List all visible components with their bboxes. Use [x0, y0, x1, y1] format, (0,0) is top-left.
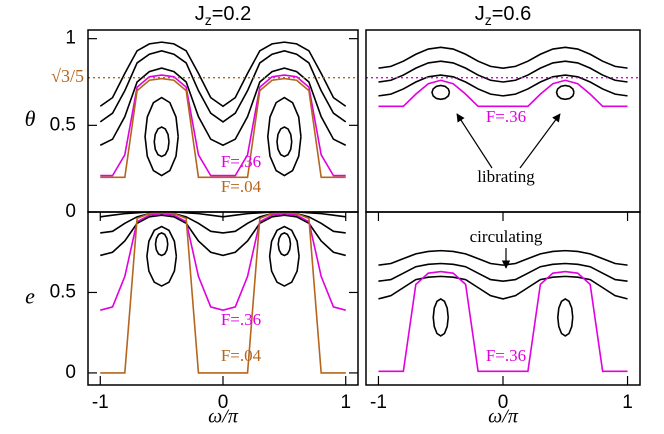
- curve: [266, 96, 302, 177]
- curve: [378, 60, 628, 83]
- curve: [431, 84, 451, 101]
- annotation: F=.36: [486, 107, 526, 126]
- x-tick-label: 0: [218, 392, 229, 413]
- title-part: =0.2: [212, 3, 251, 25]
- y-tick-label: 0.5: [50, 281, 76, 302]
- curve: [276, 126, 293, 158]
- annotation: F=.04: [221, 177, 262, 196]
- annotation: F=.36: [221, 310, 261, 329]
- annotation: F=.04: [221, 346, 262, 365]
- curve: [154, 232, 169, 257]
- y-axis-label: θ: [25, 106, 36, 131]
- curve: [100, 74, 346, 177]
- curve: [556, 297, 574, 337]
- x-tick-label: -1: [370, 392, 387, 413]
- curve: [378, 46, 628, 69]
- title-part: =0.6: [492, 3, 531, 25]
- title-part: z: [205, 12, 212, 28]
- chart-title: Jz=0.6: [475, 3, 531, 27]
- title-part: J: [475, 3, 485, 25]
- curve: [555, 84, 575, 101]
- x-axis-label: ω/π: [488, 406, 519, 428]
- curve: [144, 96, 179, 177]
- x-axis-label: ω/π: [208, 406, 239, 428]
- x-tick-label: 1: [622, 392, 633, 413]
- curve: [100, 212, 346, 234]
- arrow: [519, 113, 561, 169]
- curve: [100, 77, 346, 179]
- curve: [378, 74, 628, 97]
- x-tick-label: -1: [92, 392, 109, 413]
- curve: [378, 79, 628, 108]
- curve: [99, 41, 347, 108]
- reference-label: √3/5: [51, 66, 84, 86]
- curve: [153, 126, 170, 158]
- y-axis-label: e: [25, 284, 35, 309]
- x-tick-label: 1: [340, 392, 351, 413]
- curve: [432, 297, 449, 337]
- y-tick-label: 0: [65, 362, 76, 383]
- curve: [378, 262, 628, 283]
- y-tick-label: 1: [65, 28, 76, 49]
- curve: [99, 67, 347, 147]
- curve: [378, 275, 628, 300]
- annotation: circulating: [470, 227, 543, 246]
- y-tick-label: 0: [65, 201, 76, 222]
- curve: [268, 225, 300, 287]
- arrow: [456, 113, 493, 169]
- annotation: F=.36: [221, 152, 261, 171]
- annotation: librating: [477, 167, 535, 186]
- x-tick-label: 0: [498, 392, 509, 413]
- curve: [99, 49, 347, 123]
- annotation: F=.36: [486, 346, 526, 365]
- curve: [378, 249, 628, 266]
- y-tick-label: 0.5: [50, 114, 76, 135]
- curve: [277, 232, 292, 257]
- curve: [378, 270, 628, 373]
- curve: [100, 212, 346, 311]
- curve: [100, 211, 346, 374]
- chart-title: Jz=0.2: [195, 3, 251, 27]
- title-part: z: [485, 12, 492, 28]
- curve: [146, 225, 178, 287]
- title-part: J: [195, 3, 205, 25]
- curve: [100, 214, 346, 257]
